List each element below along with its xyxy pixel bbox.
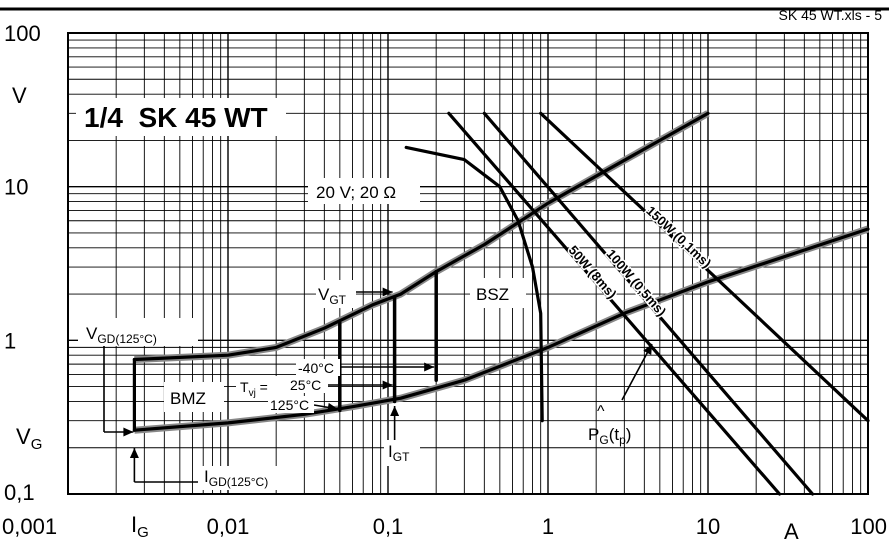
plot-frame xyxy=(67,32,869,495)
igd-label: IGD(125°C) xyxy=(204,467,268,489)
y-unit: V xyxy=(12,83,27,108)
y-symbol: VG xyxy=(16,424,42,453)
file-label: SK 45 WT.xls - 5 xyxy=(779,7,883,23)
pg-label: PG(tp) xyxy=(588,425,631,447)
igd-arrow-head xyxy=(129,448,139,458)
load-label-box xyxy=(308,178,420,204)
curve-pulse_50W_8ms xyxy=(447,111,782,496)
vgd-label: VGD(125°C) xyxy=(86,324,157,346)
temp-125-label: 125°C xyxy=(270,397,309,413)
x-tick-label: 0,001 xyxy=(2,514,57,539)
temp-25-label: 25°C xyxy=(290,377,321,393)
curve-gate_upper xyxy=(132,111,710,362)
x-tick-label: 10 xyxy=(696,514,720,539)
curve-pulse_150W_0_1ms xyxy=(539,111,870,423)
t-m40-box xyxy=(296,359,340,376)
bmz-label-box xyxy=(164,382,224,412)
x-tick-labels: 0,001 0,01 0,1 1 10 100 xyxy=(2,514,887,539)
vgt-label: VGT xyxy=(318,285,347,307)
pg-arrow-shaft xyxy=(621,343,653,401)
pg-hat: ^ xyxy=(597,403,605,420)
igt-arrow-head xyxy=(390,406,400,416)
load-line-label: 20 V; 20 Ω xyxy=(316,183,396,202)
tvj-label: Tvj = xyxy=(240,379,268,399)
vgt-label-box xyxy=(316,280,356,308)
curves xyxy=(132,110,870,496)
t-25-arrow-head xyxy=(382,380,393,390)
x-tick-label: 100 xyxy=(850,514,887,539)
x-symbol: IG xyxy=(131,512,149,541)
pg-arrow-head xyxy=(643,344,652,355)
bsz-label: BSZ xyxy=(476,285,509,304)
curve-pulse_100W_0_5ms xyxy=(482,111,815,496)
title-box xyxy=(76,98,286,136)
y-tick-label: 1 xyxy=(4,328,16,353)
x-tick-label: 0,1 xyxy=(373,514,404,539)
vgd-label-box xyxy=(78,318,198,346)
x-tick-label: 1 xyxy=(542,514,554,539)
igt-label-box xyxy=(384,440,420,466)
x-tick-label: 0,01 xyxy=(207,514,250,539)
y-tick-label: 10 xyxy=(4,175,28,200)
t-25-box xyxy=(288,376,328,393)
igd-label-box xyxy=(198,466,282,490)
y-tick-label: 0,1 xyxy=(4,480,35,505)
t-125-arrow-head xyxy=(327,402,338,412)
igt-label: IGT xyxy=(388,442,410,464)
bsz-label-box xyxy=(470,278,526,308)
arrows xyxy=(103,287,653,483)
vgt-arrow-head xyxy=(382,287,393,297)
bmz-label: BMZ xyxy=(170,389,206,408)
vg-arrow-head xyxy=(123,427,134,437)
x-unit: A xyxy=(784,519,799,542)
y-tick-labels: 0,1 1 10 100 xyxy=(4,21,41,505)
t-m40-arrow-head xyxy=(424,362,435,372)
y-tick-label: 100 xyxy=(4,21,41,46)
curve-gate_lower xyxy=(132,227,870,432)
chart-title: 1/4 SK 45 WT xyxy=(84,102,268,133)
temp-m40-label: -40°C xyxy=(298,360,334,376)
curve-load_line_20V_20ohm xyxy=(404,145,544,423)
t-125-box xyxy=(268,396,314,413)
